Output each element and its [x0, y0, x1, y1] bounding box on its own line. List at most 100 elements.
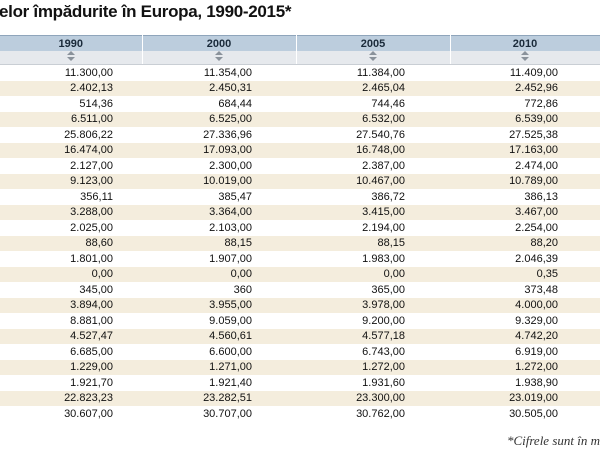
cell: 17.163,00 — [450, 142, 600, 158]
header-row: 1990 2000 2005 2010 — [0, 35, 600, 51]
table-row: 1.801,00 1.907,00 1.983,00 2.046,39 — [0, 251, 600, 267]
table-row: 3.894,00 3.955,00 3.978,00 4.000,00 — [0, 297, 600, 313]
cell: 1.272,00 — [296, 359, 450, 375]
cell: 2.025,00 — [70, 221, 113, 234]
cell: 2.254,00 — [515, 221, 558, 234]
cell: 2.103,00 — [209, 221, 252, 234]
sort-toggle[interactable] — [215, 51, 223, 61]
table-row: 514,36 684,44 744,46 772,86 — [0, 96, 600, 112]
cell: 1.938,90 — [515, 376, 558, 389]
sort-toggle[interactable] — [66, 51, 75, 61]
cell: 2.127,00 — [70, 159, 113, 172]
cell: 1.907,00 — [209, 252, 252, 265]
cell: 30.505,00 — [509, 407, 558, 420]
cell: 3.415,00 — [296, 204, 450, 220]
table-row: 1.229,00 1.271,00 1.272,00 1.272,00 — [0, 359, 600, 375]
sort-toggle[interactable] — [521, 51, 529, 61]
cell: 27.336,96 — [203, 128, 252, 141]
cell: 3.978,00 — [296, 297, 450, 313]
cell: 88,15 — [142, 235, 296, 251]
cell: 9.329,00 — [515, 314, 558, 327]
cell: 11.354,00 — [203, 66, 252, 79]
cell: 1.271,00 — [142, 359, 296, 375]
cell: 4.577,18 — [296, 328, 450, 344]
cell: 2.450,31 — [142, 80, 296, 96]
table-row: 0,00 0,00 0,00 0,35 — [0, 266, 600, 282]
cell: 3.364,00 — [142, 204, 296, 220]
cell: 9.059,00 — [209, 314, 252, 327]
cell: 385,47 — [218, 190, 252, 203]
cell: 1.931,60 — [362, 376, 405, 389]
cell: 386,72 — [371, 190, 405, 203]
cell: 1.921,70 — [70, 376, 113, 389]
cell: 6.525,00 — [142, 111, 296, 127]
cell: 22.823,23 — [0, 390, 142, 406]
table-body: 11.300,00 11.354,00 11.384,00 11.409,00 2.40… — [0, 65, 600, 422]
cell: 27.540,76 — [356, 128, 405, 141]
cell: 3.955,00 — [142, 297, 296, 313]
table-row: 8.881,00 9.059,00 9.200,00 9.329,00 — [0, 313, 600, 329]
cell: 8.881,00 — [70, 314, 113, 327]
cell: 23.019,00 — [450, 390, 600, 406]
cell: 30.607,00 — [64, 407, 113, 420]
column-header: 2010 — [450, 35, 600, 51]
cell: 1.983,00 — [362, 252, 405, 265]
table-row: 2.402,13 2.450,31 2.465,04 2.452,96 — [0, 80, 600, 96]
cell: 88,15 — [296, 235, 450, 251]
table-row: 6.511,00 6.525,00 6.532,00 6.539,00 — [0, 111, 600, 127]
cell: 3.288,00 — [0, 204, 142, 220]
table-row: 356,11 385,47 386,72 386,13 — [0, 189, 600, 205]
cell: 11.384,00 — [356, 66, 405, 79]
cell: 6.919,00 — [515, 345, 558, 358]
cell: 6.600,00 — [209, 345, 252, 358]
cell: 30.707,00 — [203, 407, 252, 420]
cell: 10.019,00 — [142, 173, 296, 189]
column-header: 2005 — [296, 35, 451, 51]
cell: 2.300,00 — [209, 159, 252, 172]
cell: 11.300,00 — [64, 66, 113, 79]
cell: 9.123,00 — [0, 173, 142, 189]
cell: 2.474,00 — [515, 159, 558, 172]
sort-toggle[interactable] — [369, 51, 377, 61]
cell: 345,00 — [79, 283, 113, 296]
table-row: 16.474,00 17.093,00 16.748,00 17.163,00 — [0, 142, 600, 158]
cell: 16.474,00 — [0, 142, 142, 158]
cell: 4.527,47 — [0, 328, 142, 344]
column-header: 2000 — [142, 35, 297, 51]
table-row: 3.288,00 3.364,00 3.415,00 3.467,00 — [0, 204, 600, 220]
column-header: 1990 — [0, 35, 143, 51]
cell: 11.409,00 — [509, 66, 558, 79]
cell: 4.560,61 — [142, 328, 296, 344]
cell: 6.511,00 — [0, 111, 142, 127]
sort-cell — [450, 51, 600, 65]
cell: 6.685,00 — [70, 345, 113, 358]
cell: 2.465,04 — [296, 80, 450, 96]
cell: 2.402,13 — [0, 80, 142, 96]
table-row: 1.921,70 1.921,40 1.931,60 1.938,90 — [0, 375, 600, 391]
table-row: 11.300,00 11.354,00 11.384,00 11.409,00 — [0, 65, 600, 81]
table-row: 345,00 360 365,00 373,48 — [0, 282, 600, 298]
cell: 2.046,39 — [515, 252, 558, 265]
cell: 10.789,00 — [450, 173, 600, 189]
cell: 9.200,00 — [362, 314, 405, 327]
cell: 1.921,40 — [209, 376, 252, 389]
cell: 4.742,20 — [450, 328, 600, 344]
cell: 2.387,00 — [362, 159, 405, 172]
table-row: 25.806,22 27.336,96 27.540,76 27.525,38 — [0, 127, 600, 143]
cell: 88,20 — [450, 235, 600, 251]
cell: 16.748,00 — [296, 142, 450, 158]
sort-cell — [0, 51, 143, 65]
cell: 744,46 — [371, 97, 405, 110]
table-row: 22.823,23 23.282,51 23.300,00 23.019,00 — [0, 390, 600, 406]
cell: 356,11 — [80, 190, 113, 203]
cell: 30.762,00 — [356, 407, 405, 420]
cell: 3.894,00 — [0, 297, 142, 313]
footnote: *Cifrele sunt în m — [506, 433, 600, 448]
cell: 6.532,00 — [296, 111, 450, 127]
cell: 2.194,00 — [362, 221, 405, 234]
table-row: 4.527,47 4.560,61 4.577,18 4.742,20 — [0, 328, 600, 344]
cell: 6.743,00 — [362, 345, 405, 358]
sort-cell — [142, 51, 297, 65]
cell: 1.229,00 — [0, 359, 142, 375]
cell: 23.300,00 — [296, 390, 450, 406]
